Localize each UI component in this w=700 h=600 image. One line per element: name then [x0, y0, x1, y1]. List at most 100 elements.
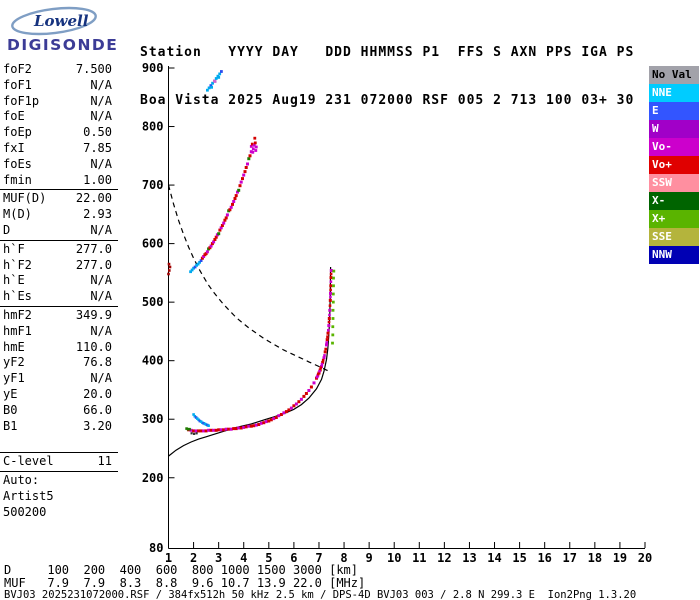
- f-trace-first-hop-o-mode-point: [304, 392, 308, 395]
- f-trace-first-hop-o-mode-point: [199, 429, 203, 433]
- parameter-label: foE: [3, 109, 25, 124]
- x-tick-label: 15: [512, 551, 526, 565]
- f-trace-first-hop-o-mode-point: [328, 308, 332, 312]
- panel-separator: [0, 305, 118, 307]
- f-trace-first-hop-o-mode-point: [234, 427, 238, 431]
- x-trace-vertical-green-point: [331, 341, 334, 345]
- second-hop-top-cluster-point: [251, 147, 255, 151]
- f-trace-first-hop-o-mode-point: [217, 428, 221, 432]
- second-hop-trace-point: [208, 246, 212, 250]
- f-trace-first-hop-o-mode-point: [264, 420, 268, 424]
- second-hop-trace-point: [212, 240, 216, 244]
- third-hop-cyan-point: [217, 76, 221, 79]
- f-trace-first-hop-o-mode-point: [249, 424, 253, 428]
- parameter-label: yF1: [3, 371, 25, 386]
- f-trace-first-hop-o-mode-point: [297, 400, 301, 404]
- f-trace-steep-extra-point: [326, 335, 329, 338]
- status-line: BVJ03_2025231072000.RSF / 384fx512h 50 k…: [4, 589, 637, 600]
- f-trace-steep-extra-point: [329, 272, 333, 276]
- second-hop-top-cluster-point: [253, 136, 257, 140]
- f-trace-first-hop-o-mode-point: [321, 360, 325, 364]
- f-trace-first-hop-o-mode-point: [207, 428, 211, 432]
- f-trace-first-hop-o-mode-point: [239, 426, 243, 430]
- left-edge-echo-point: [168, 269, 171, 272]
- parameter-row-he: h`E N/A: [0, 273, 118, 289]
- distance-row: D 100 200 400 600 800 1000 1500 3000 [km…: [4, 563, 359, 577]
- parameter-value: N/A: [90, 222, 112, 237]
- f-trace-first-hop-o-mode-point: [237, 426, 241, 430]
- parameter-label: h`Es: [3, 289, 32, 304]
- parameter-value: N/A: [90, 77, 112, 92]
- f-trace-first-hop-o-mode-point: [329, 276, 333, 280]
- f-trace-first-hop-o-mode-point: [219, 428, 223, 432]
- second-hop-start-cyan-point: [193, 265, 197, 269]
- parameter-value: 1.00: [83, 172, 112, 187]
- parameter-row-foes: foEs N/A: [0, 157, 118, 173]
- f-trace-first-hop-o-mode-point: [267, 419, 271, 423]
- parameter-label: h`E: [3, 273, 25, 288]
- second-hop-start-cyan-point: [189, 270, 192, 274]
- y-tick-label: 200: [142, 471, 164, 485]
- second-hop-trace-point: [239, 180, 243, 184]
- second-hop-start-cyan-point: [199, 259, 203, 262]
- autoscaling-info-line: Auto:: [0, 473, 118, 489]
- second-hop-start-cyan-point: [192, 266, 195, 270]
- x-tick-label: 13: [462, 551, 476, 565]
- second-hop-top-cluster-point: [254, 149, 258, 152]
- x-tick-label: 1: [165, 551, 172, 565]
- y-tick-label: 900: [142, 61, 164, 75]
- f-trace-cusp-oblique-point: [192, 413, 195, 416]
- f-trace-start-green-point: [186, 427, 190, 431]
- muf-transmission-curve: [167, 184, 330, 372]
- legend-item-w: W: [649, 120, 699, 138]
- f-trace-steep-extra-point: [327, 320, 331, 324]
- second-hop-start-cyan-point: [195, 263, 198, 267]
- f-trace-steep-extra-point: [328, 304, 332, 307]
- parameter-label: C-level: [3, 454, 54, 469]
- f-trace-steep-extra-point: [325, 341, 328, 344]
- panel-separator: [0, 452, 118, 454]
- left-edge-echo-point: [167, 272, 170, 276]
- f-trace-first-hop-o-mode-point: [222, 428, 226, 432]
- parameter-row-hme: hmE 110.0: [0, 340, 118, 356]
- f-trace-first-hop-o-mode-point: [309, 385, 313, 389]
- x-trace-vertical-green-point: [332, 284, 335, 288]
- f-trace-first-hop-o-mode-point: [329, 284, 333, 288]
- second-hop-trace-point: [238, 184, 242, 188]
- second-hop-top-cluster-point: [253, 141, 257, 145]
- parameter-row-yf2: yF2 76.8: [0, 355, 118, 371]
- parameter-label: yF2: [3, 355, 25, 370]
- f-trace-first-hop-o-mode-point: [247, 424, 251, 428]
- parameter-label: foEp: [3, 125, 32, 140]
- f-trace-first-hop-o-mode-point: [189, 428, 193, 432]
- y-tick-label: 400: [142, 354, 164, 368]
- legend-item-vo-: Vo-: [649, 138, 699, 156]
- f-trace-first-hop-o-mode-point: [312, 381, 316, 385]
- parameter-value: 7.85: [83, 140, 112, 155]
- x-tick-label: 9: [366, 551, 373, 565]
- parameter-value: N/A: [90, 371, 112, 386]
- f-trace-first-hop-o-mode-point: [284, 410, 288, 414]
- y-tick-label: 800: [142, 120, 164, 134]
- noise-dark-point: [195, 432, 198, 435]
- f-trace-first-hop-o-mode-point: [254, 423, 258, 427]
- parameter-row-foe: foE N/A: [0, 109, 118, 125]
- f-trace-first-hop-o-mode-point: [329, 269, 333, 272]
- second-hop-trace-point: [217, 232, 221, 236]
- parameter-label: B1: [3, 418, 18, 433]
- x-trace-vertical-green-point: [332, 269, 336, 273]
- noise-dark-point: [193, 432, 196, 435]
- parameter-value: 11: [97, 454, 112, 469]
- parameter-label: yE: [3, 386, 18, 401]
- f-trace-steep-extra-point: [328, 313, 331, 317]
- f-trace-first-hop-o-mode-point: [325, 338, 329, 342]
- left-edge-echo-point: [167, 262, 171, 266]
- second-hop-trace-point: [242, 173, 246, 177]
- second-hop-top-cluster-point: [250, 142, 254, 146]
- f-trace-first-hop-o-mode-point: [327, 317, 331, 320]
- second-hop-start-cyan-point: [190, 268, 194, 272]
- f-trace-first-hop-o-mode-point: [322, 356, 326, 360]
- f-trace-first-hop-o-mode-point: [299, 397, 303, 401]
- x-tick-label: 18: [588, 551, 602, 565]
- parameter-row-fmin: fmin 1.00: [0, 173, 118, 189]
